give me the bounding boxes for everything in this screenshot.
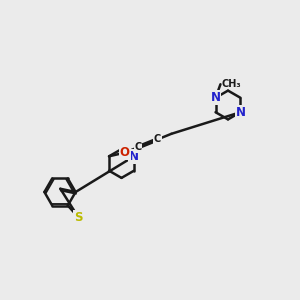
- Text: O: O: [120, 146, 130, 159]
- Text: N: N: [236, 106, 245, 119]
- Text: C: C: [154, 134, 161, 144]
- Text: CH₃: CH₃: [222, 79, 242, 89]
- Text: N: N: [211, 91, 220, 104]
- Text: C: C: [134, 142, 142, 152]
- Text: S: S: [74, 211, 82, 224]
- Text: N: N: [129, 150, 139, 163]
